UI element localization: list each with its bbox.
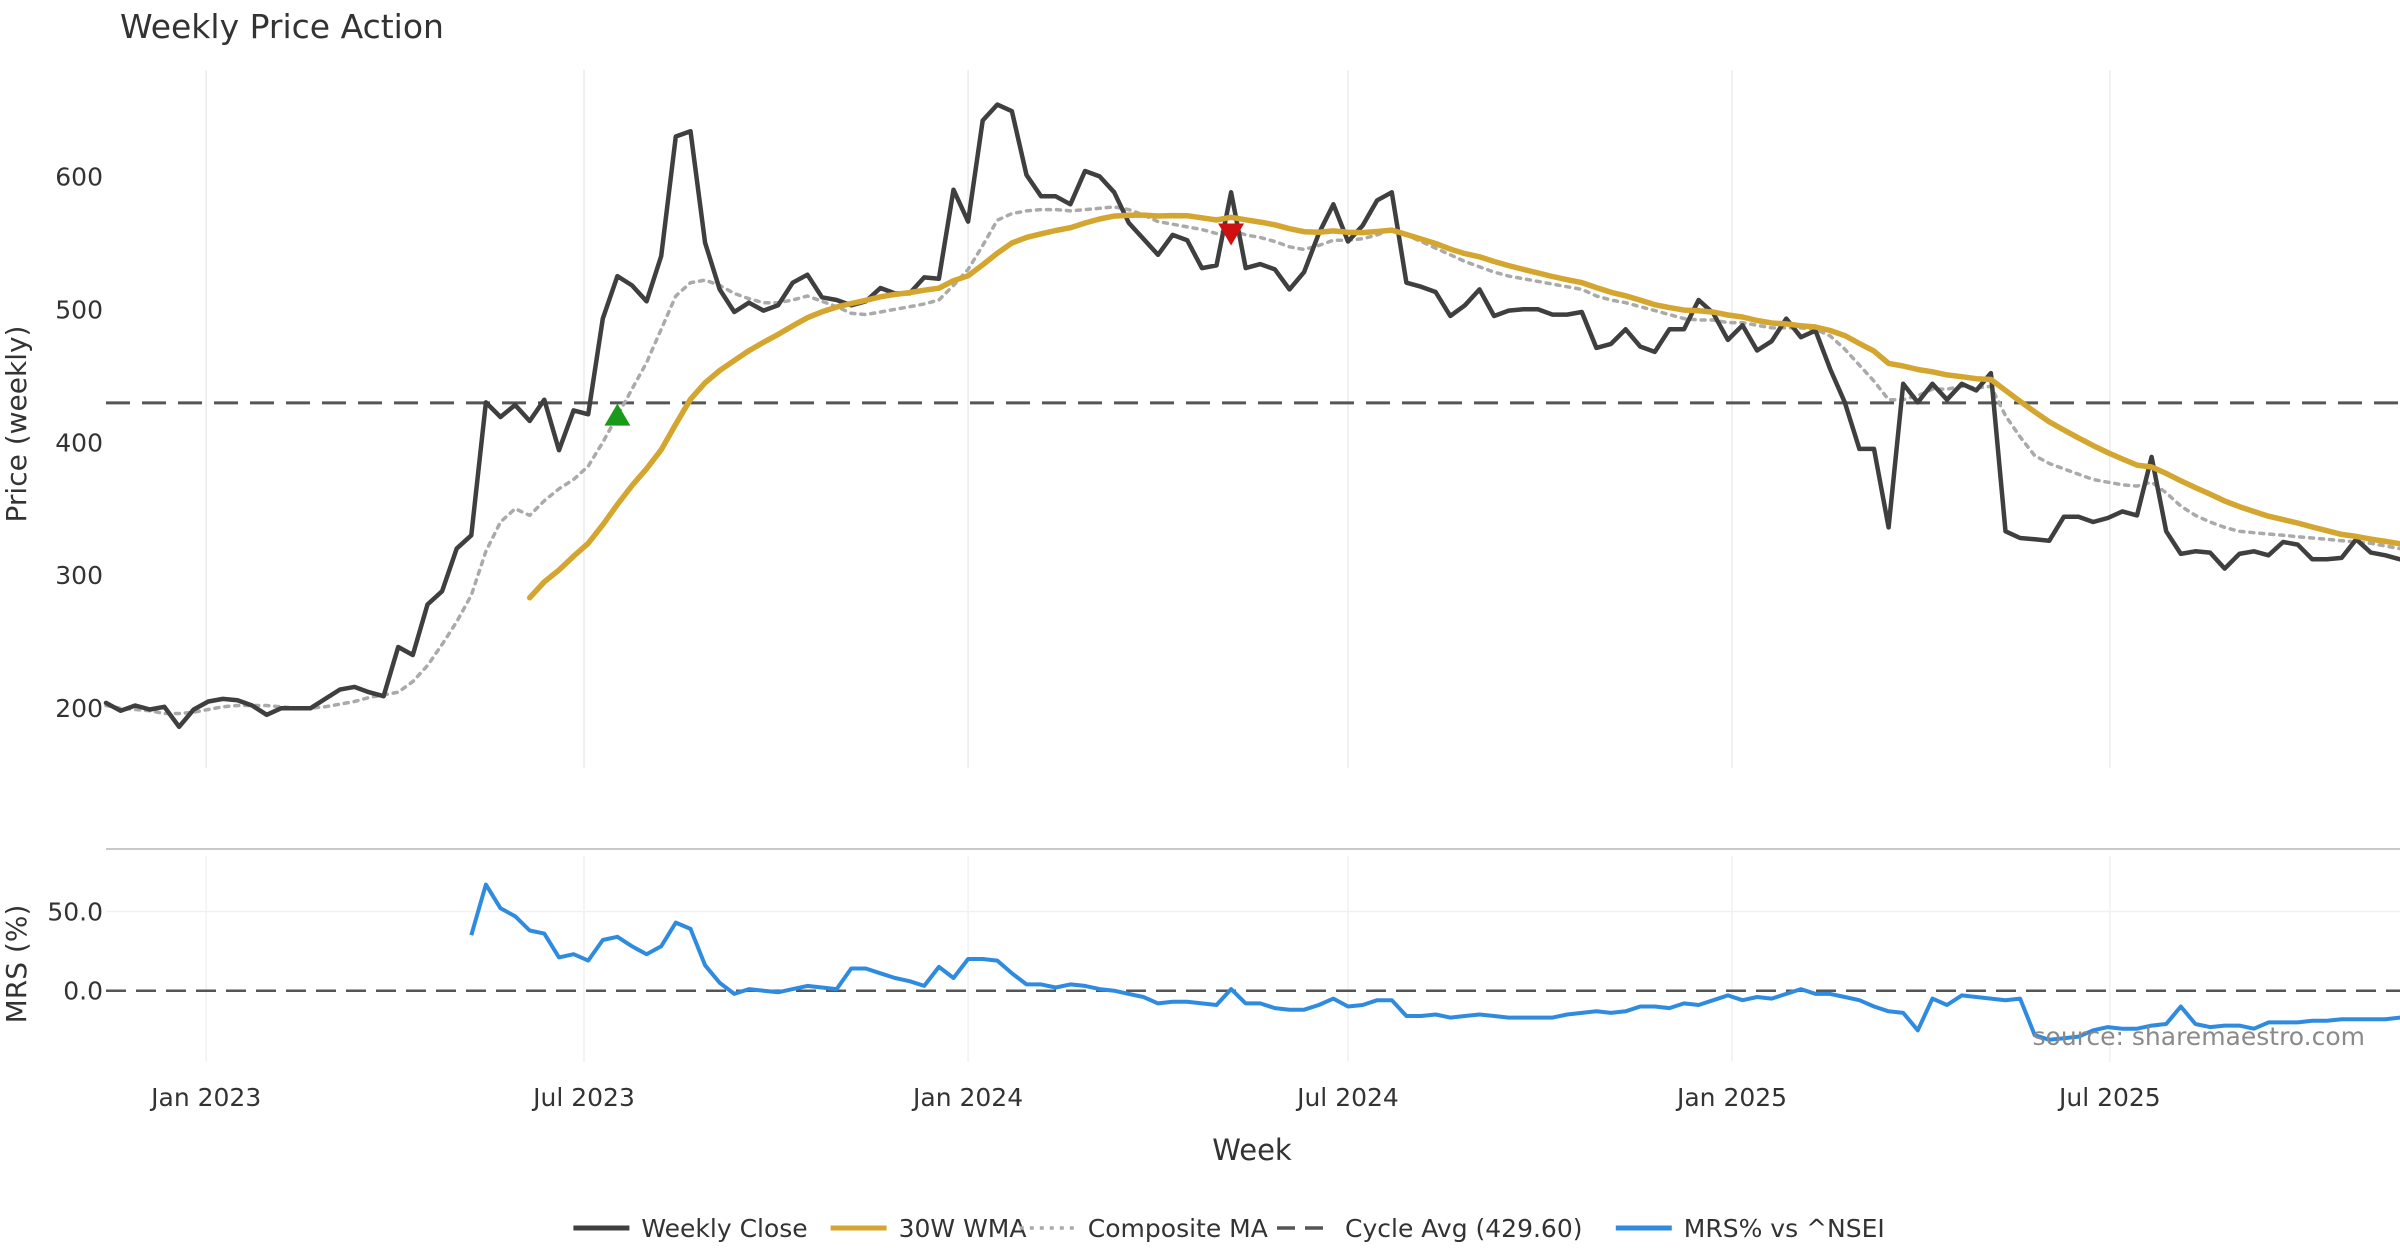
legend-label: Weekly Close — [641, 1214, 807, 1243]
buy-signal-marker — [604, 403, 631, 426]
series-weekly-close — [103, 102, 2400, 730]
x-axis-ticks: Jan 2023 Jul 2023 Jan 2024 Jul 2024 Jan 2025… — [149, 1083, 2161, 1112]
legend-label: Cycle Avg (429.60) — [1345, 1214, 1583, 1243]
series-30w-wma — [526, 212, 2400, 601]
legend-item: Weekly Close — [573, 1214, 808, 1243]
sell-signal-marker — [1218, 223, 1245, 246]
price-y-tick-label: 400 — [55, 428, 103, 457]
price-grid — [205, 70, 2111, 768]
mrs-y-ticks: 0.0 50.0 — [47, 897, 103, 1005]
legend: Weekly Close 30W WMA Composite MA Cycle Avg… — [573, 1214, 1885, 1243]
legend-item: MRS% vs ^NSEI — [1615, 1214, 1885, 1243]
mrs-y-label: MRS (%) — [0, 905, 33, 1024]
x-tick-label: Jul 2025 — [2057, 1083, 2161, 1112]
source-annotation: source: sharemaestro.com — [2033, 1022, 2366, 1051]
x-tick-label: Jan 2024 — [911, 1083, 1023, 1112]
x-axis-label: Week — [1212, 1133, 1292, 1167]
x-tick-label: Jan 2023 — [149, 1083, 261, 1112]
mrs-y-tick-label: 50.0 — [47, 897, 103, 926]
legend-item: 30W WMA — [830, 1214, 1027, 1243]
price-y-tick-label: 300 — [55, 561, 103, 590]
x-tick-label: Jul 2023 — [531, 1083, 635, 1112]
series-composite-ma — [104, 205, 2400, 716]
legend-label: 30W WMA — [899, 1214, 1027, 1243]
x-tick-label: Jan 2025 — [1675, 1083, 1787, 1112]
series-mrs — [469, 882, 2400, 1042]
chart-title: Weekly Price Action — [120, 7, 444, 46]
signal-markers — [604, 223, 1245, 426]
legend-item: Cycle Avg (429.60) — [1277, 1214, 1583, 1243]
legend-item: Composite MA — [1019, 1214, 1268, 1243]
price-y-label: Price (weekly) — [0, 326, 33, 523]
price-y-tick-label: 500 — [55, 295, 103, 324]
legend-label: MRS% vs ^NSEI — [1684, 1214, 1885, 1243]
x-tick-label: Jul 2024 — [1295, 1083, 1399, 1112]
legend-label: Composite MA — [1088, 1214, 1268, 1243]
price-y-tick-label: 200 — [55, 694, 103, 723]
price-series — [103, 102, 2400, 730]
price-y-tick-label: 600 — [55, 162, 103, 191]
price-y-ticks: 200 300 400 500 600 — [55, 162, 103, 723]
mrs-y-tick-label: 0.0 — [63, 977, 103, 1006]
mrs-series — [469, 882, 2400, 1042]
